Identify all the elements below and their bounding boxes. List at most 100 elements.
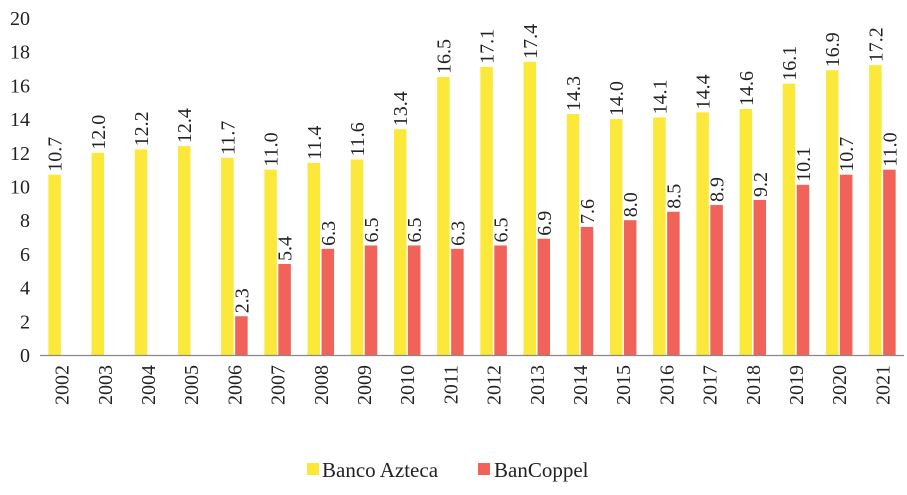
- y-tick-label-2: 2: [20, 311, 30, 333]
- bar-bancoppel-2009: [364, 245, 378, 355]
- data-label-bancoppel-2016: 8.5: [663, 184, 685, 209]
- legend-swatch-bancoppel: [478, 463, 490, 475]
- bar-banco-azteca-2020: [825, 70, 839, 356]
- legend: Banco Azteca BanCoppel: [307, 458, 589, 482]
- x-tick-label-2015: 2015: [613, 365, 635, 405]
- bar-banco-azteca-2021: [869, 65, 882, 356]
- data-label-bancoppel-2010: 6.5: [404, 217, 426, 242]
- x-tick-label-2017: 2017: [700, 365, 722, 405]
- bar-banco-azteca-2006: [221, 157, 234, 355]
- bar-banco-azteca-2013: [523, 61, 537, 356]
- data-label-banco-azteca-2003: 12.0: [88, 115, 110, 150]
- x-tick-label-2009: 2009: [354, 365, 376, 405]
- bar-bancoppel-2013: [537, 238, 551, 355]
- legend-label-banco-azteca: Banco Azteca: [322, 458, 439, 482]
- x-tick-label-2012: 2012: [484, 365, 506, 405]
- data-label-banco-azteca-2016: 14.1: [649, 79, 671, 114]
- bar-bancoppel-2006: [235, 316, 248, 355]
- bar-bancoppel-2012: [494, 245, 507, 355]
- data-label-banco-azteca-2007: 11.0: [261, 132, 283, 166]
- x-tick-label-2003: 2003: [95, 365, 117, 405]
- x-axis: 2002 2003 2004 2005 2006 2007 2008 2009 2010 2011…: [52, 365, 895, 405]
- data-label-bancoppel-2015: 8.0: [620, 192, 642, 217]
- bar-banco-azteca-2017: [696, 112, 709, 355]
- data-label-banco-azteca-2004: 12.2: [131, 111, 153, 146]
- x-tick-label-2020: 2020: [829, 365, 851, 405]
- data-label-banco-azteca-2012: 17.1: [477, 29, 499, 64]
- data-labels: 10.7 12.0 12.2 12.4 11.7 2.3 11.0 5.4 11.4 6.3 11.…: [45, 24, 902, 313]
- y-tick-label-0: 0: [20, 345, 30, 367]
- data-label-banco-azteca-2005: 12.4: [174, 108, 196, 143]
- x-tick-label-2005: 2005: [181, 365, 203, 405]
- bar-banco-azteca-2014: [566, 114, 580, 355]
- data-label-bancoppel-2011: 6.3: [447, 221, 469, 246]
- bar-bancoppel-2008: [321, 248, 335, 355]
- data-label-bancoppel-2019: 10.1: [793, 147, 815, 182]
- bar-banco-azteca-2018: [739, 108, 753, 356]
- data-label-banco-azteca-2009: 11.6: [347, 122, 369, 156]
- data-label-bancoppel-2008: 6.3: [318, 221, 340, 246]
- bar-bancoppel-2011: [451, 248, 464, 355]
- bar-bancoppel-2016: [667, 211, 680, 355]
- data-label-bancoppel-2017: 8.9: [707, 177, 729, 202]
- data-label-banco-azteca-2015: 14.0: [606, 81, 628, 116]
- data-label-banco-azteca-2008: 11.4: [304, 126, 326, 160]
- bar-banco-azteca-2010: [393, 129, 407, 355]
- bar-bancoppel-2017: [710, 205, 723, 355]
- x-tick-label-2019: 2019: [786, 365, 808, 405]
- bar-bancoppel-2019: [796, 184, 810, 355]
- bar-bancoppel-2021: [883, 169, 896, 355]
- x-tick-label-2021: 2021: [872, 365, 894, 405]
- data-label-banco-azteca-2011: 16.5: [433, 39, 455, 74]
- data-label-banco-azteca-2020: 16.9: [822, 32, 844, 67]
- data-label-bancoppel-2013: 6.9: [534, 211, 556, 236]
- bar-bancoppel-2007: [278, 264, 291, 355]
- data-label-banco-azteca-2018: 14.6: [736, 71, 758, 106]
- bar-banco-azteca-2007: [264, 169, 277, 355]
- legend-label-bancoppel: BanCoppel: [494, 458, 589, 482]
- y-tick-label-10: 10: [10, 177, 30, 199]
- bar-bancoppel-2015: [623, 220, 637, 355]
- y-tick-label-8: 8: [20, 210, 30, 232]
- bar-bancoppel-2018: [753, 199, 767, 355]
- y-tick-label-16: 16: [10, 75, 30, 97]
- data-label-banco-azteca-2002: 10.7: [45, 137, 67, 172]
- y-tick-label-20: 20: [10, 8, 30, 30]
- bar-banco-azteca-2009: [350, 159, 364, 355]
- x-tick-label-2013: 2013: [527, 365, 549, 405]
- x-tick-label-2016: 2016: [656, 365, 678, 405]
- legend-swatch-banco-azteca: [307, 463, 319, 475]
- y-axis: 0 2 4 6 8 10 12 14 16 18 20: [10, 8, 30, 367]
- bar-banco-azteca-2008: [307, 162, 321, 355]
- x-tick-label-2018: 2018: [743, 365, 765, 405]
- data-label-banco-azteca-2021: 17.2: [865, 27, 887, 62]
- data-label-banco-azteca-2017: 14.4: [693, 74, 715, 109]
- bar-banco-azteca-2003: [91, 152, 105, 355]
- bar-bancoppel-2010: [407, 245, 421, 355]
- data-label-bancoppel-2006: 2.3: [231, 288, 253, 313]
- x-tick-label-2010: 2010: [397, 365, 419, 405]
- bar-bancoppel-2020: [839, 174, 853, 355]
- x-tick-label-2011: 2011: [440, 365, 462, 404]
- x-tick-label-2006: 2006: [224, 365, 246, 405]
- y-tick-label-12: 12: [10, 143, 30, 165]
- data-label-banco-azteca-2010: 13.4: [390, 91, 412, 126]
- y-tick-label-14: 14: [10, 109, 30, 131]
- x-tick-label-2007: 2007: [268, 365, 290, 405]
- data-label-bancoppel-2020: 10.7: [836, 137, 858, 172]
- y-tick-label-18: 18: [10, 42, 30, 64]
- x-tick-label-2004: 2004: [138, 365, 160, 405]
- bar-banco-azteca-2004: [134, 149, 148, 355]
- y-tick-label-4: 4: [20, 278, 30, 300]
- bar-banco-azteca-2015: [609, 119, 623, 355]
- bar-bancoppel-2014: [580, 226, 594, 355]
- data-label-banco-azteca-2013: 17.4: [520, 24, 542, 59]
- y-tick-label-6: 6: [20, 244, 30, 266]
- bar-banco-azteca-2019: [782, 83, 796, 355]
- data-label-bancoppel-2009: 6.5: [361, 217, 383, 242]
- bar-banco-azteca-2011: [437, 76, 450, 355]
- data-label-banco-azteca-2019: 16.1: [779, 46, 801, 81]
- x-tick-label-2008: 2008: [311, 365, 333, 405]
- bar-banco-azteca-2012: [480, 66, 493, 356]
